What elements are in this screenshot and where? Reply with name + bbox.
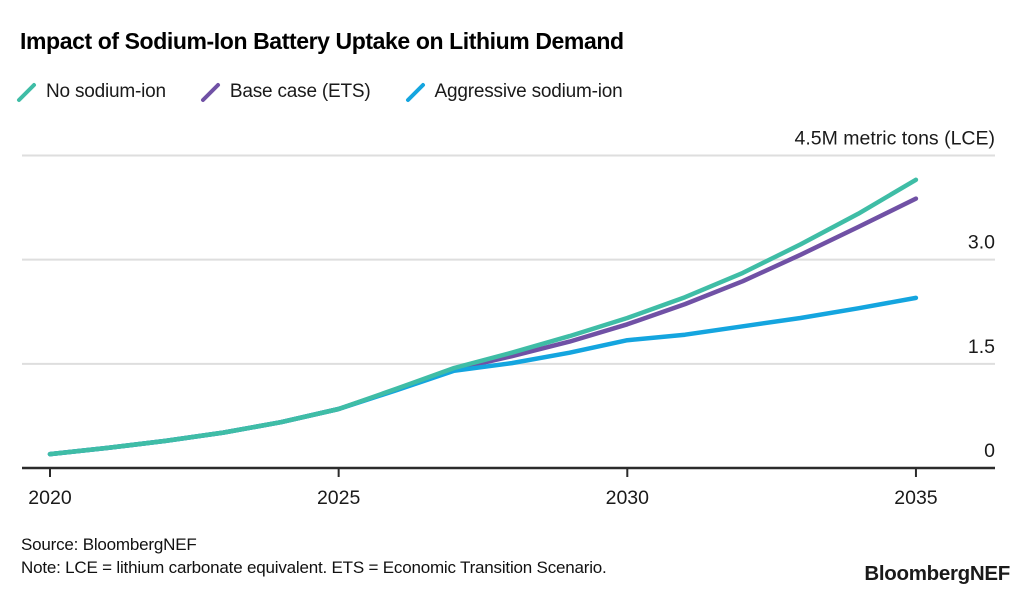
series-line-aggressive-sodium-ion: [47, 295, 919, 457]
teal-line-swatch-stroke: [17, 82, 36, 102]
x-tick-label: 2030: [606, 487, 650, 509]
bloombergnef-logo: BloombergNEF: [864, 562, 1010, 585]
legend-item-aggressive-sodium-ion: Aggressive sodium-ion: [405, 81, 623, 103]
y-tick-label: 3.0: [968, 232, 995, 254]
x-tick-label: 2025: [317, 487, 361, 509]
series-lines: [47, 177, 919, 457]
y-tick-label: 0: [984, 440, 995, 462]
footer: Source: BloombergNEF Note: LCE = lithium…: [21, 533, 607, 579]
x-tick-label: 2035: [894, 487, 938, 509]
source-note: Source: BloombergNEF: [21, 535, 197, 554]
legend-label-aggressive-sodium-ion: Aggressive sodium-ion: [434, 81, 623, 102]
y-tick-label: 4.5M metric tons (LCE): [795, 128, 995, 150]
legend-item-base-case: Base case (ETS): [200, 81, 371, 103]
footnote: Note: LCE = lithium carbonate equivalent…: [21, 558, 607, 577]
purple-line-swatch-icon: [200, 82, 220, 102]
x-tick-label: 2020: [28, 487, 72, 509]
purple-line-swatch-stroke: [200, 82, 220, 102]
gridlines: [22, 154, 995, 365]
teal-line-swatch-icon: [17, 82, 36, 102]
series-line-base-case-ets-: [47, 196, 919, 457]
blue-line-swatch-stroke: [405, 82, 425, 102]
x-axis: [22, 466, 995, 477]
legend-label-no-sodium-ion: No sodium-ion: [46, 81, 166, 102]
blue-line-swatch-icon: [405, 82, 425, 102]
y-tick-label: 1.5: [968, 336, 995, 358]
legend-item-no-sodium-ion: No sodium-ion: [16, 81, 166, 103]
legend: No sodium-ion Base case (ETS) Aggressive…: [16, 81, 623, 103]
page-title: Impact of Sodium-Ion Battery Uptake on L…: [20, 28, 624, 54]
series-line-no-sodium-ion: [47, 177, 919, 457]
legend-label-base-case: Base case (ETS): [229, 81, 371, 102]
tick-labels: 0 1.5 3.0 4.5M metric tons (LCE) 2020 2025 203…: [28, 128, 995, 509]
